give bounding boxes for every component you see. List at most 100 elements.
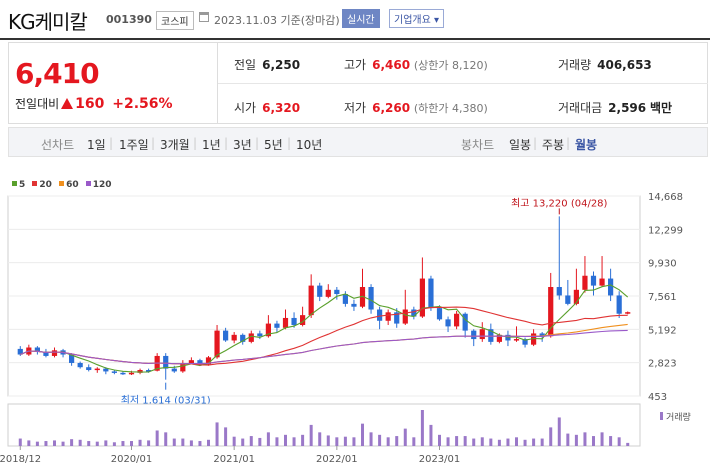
quote-date: 2023.11.03 기준(장마감) (214, 14, 340, 27)
volume-bar (215, 422, 219, 446)
price-change: 전일대비 160 +2.56% (15, 95, 173, 112)
tab-1d[interactable]: 1일 (87, 138, 106, 152)
volume-bar (446, 437, 450, 446)
volume-bar (463, 436, 467, 446)
volume-bar (301, 434, 305, 446)
volume-bar (515, 437, 518, 446)
tab-5y[interactable]: 5년 (264, 138, 283, 152)
volume-bar (600, 432, 604, 446)
candle-body (385, 312, 391, 321)
divider: | (533, 136, 538, 150)
low-price: 저가 6,260 (하한가 4,380) (344, 101, 488, 115)
divider (218, 83, 708, 84)
realtime-button[interactable]: 실시간 (342, 9, 380, 28)
legend-swatch (59, 181, 65, 186)
volume-bar (198, 441, 202, 446)
y-tick-label: 2,823 (648, 359, 677, 370)
candlestick-chart[interactable]: 14,668 12,299 9,930 7,561 5,192 2,823 453 최고 13… (0, 190, 710, 468)
y-tick-label: 7,561 (648, 292, 677, 303)
tab-monthly[interactable]: 월봉 (575, 138, 598, 152)
tab-1w[interactable]: 1주일 (119, 138, 149, 152)
open-price: 시가 6,320 (234, 101, 301, 115)
volume-bar (95, 441, 99, 446)
candle-body (505, 334, 511, 341)
volume-bar (275, 437, 279, 446)
volume-bar (164, 432, 168, 446)
candle-body (128, 372, 135, 375)
candle-body (282, 317, 289, 328)
volume: 거래량 406,653 (558, 58, 652, 72)
volume-bar (258, 437, 262, 446)
legend-swatch (85, 181, 91, 186)
volume-bar (241, 438, 245, 446)
candle-body (111, 371, 117, 373)
high-price: 고가 6,460 (상한가 8,120) (344, 58, 488, 72)
volume-bar (138, 439, 142, 446)
quote-panel: 6,410 전일대비 160 +2.56% 전일 6,250 고가 6,460 (상한… (8, 42, 708, 124)
candle-body (43, 351, 49, 356)
stock-header: KG케미칼 001390 코스피 2023.11.03 기준(장마감) 실시간 … (0, 0, 710, 40)
candle-body (180, 362, 186, 372)
trade-amount: 거래대금 2,596 백만 (558, 101, 673, 115)
ma-line-120 (20, 329, 628, 365)
volume-bar (429, 424, 433, 446)
volume-bar (626, 442, 630, 446)
candle-body (214, 330, 220, 358)
candle-body (428, 278, 434, 309)
volume-bar (506, 438, 510, 446)
volume-panel (7, 403, 641, 447)
candle-body (488, 329, 494, 342)
candle-body (163, 355, 169, 369)
volume-bar (147, 440, 151, 446)
volume-bar (369, 432, 373, 446)
tab-daily[interactable]: 일봉 (509, 138, 532, 152)
tab-10y[interactable]: 10년 (296, 138, 323, 152)
y-tick-label: 12,299 (648, 225, 683, 236)
volume-bar (335, 437, 339, 446)
legend-ma20: 20 (32, 180, 52, 190)
legend-swatch (32, 181, 38, 186)
x-tick-label: 2021/01 (213, 454, 255, 465)
candle-body (496, 334, 502, 342)
volume-bar (87, 441, 91, 446)
tab-3m[interactable]: 3개월 (160, 138, 190, 152)
candle-body (471, 330, 477, 340)
candle-body (411, 309, 417, 317)
candle-body (368, 287, 374, 310)
legend-ma5: 5 (12, 180, 25, 190)
candle-body (325, 289, 331, 297)
volume-bar (181, 438, 185, 446)
tab-3y[interactable]: 3년 (233, 138, 252, 152)
x-tick-label: 2023/01 (419, 454, 461, 465)
candle-body (590, 275, 597, 286)
candle-body (522, 339, 528, 345)
legend-ma120: 120 (85, 180, 112, 190)
candle-body (103, 368, 109, 372)
candle-body (86, 367, 92, 371)
volume-bar (27, 440, 31, 446)
volume-bar (172, 438, 176, 446)
candle-body (265, 323, 271, 337)
volume-bar (378, 434, 382, 446)
candle-body (17, 348, 23, 355)
volume-bar (18, 438, 22, 446)
y-tick-label: 5,192 (648, 325, 677, 336)
tab-weekly[interactable]: 주봉 (542, 138, 565, 152)
volume-bar (104, 440, 108, 446)
candle-body (171, 368, 177, 372)
candle-body (573, 289, 579, 304)
volume-bar (395, 436, 399, 446)
volume-bar (412, 437, 416, 446)
divider: | (566, 136, 571, 150)
ma-line-5 (20, 284, 629, 373)
tab-1y[interactable]: 1년 (202, 138, 221, 152)
high-annotation: 최고 13,220 (04/28) (511, 197, 607, 209)
volume-bar (557, 417, 561, 446)
company-overview-dropdown[interactable]: 기업개요 ▾ (389, 9, 444, 28)
volume-bar (292, 437, 296, 446)
volume-bar (189, 440, 193, 446)
candle-body (69, 354, 75, 363)
up-arrow-icon (61, 98, 74, 109)
divider (217, 43, 218, 123)
candle-body (402, 309, 408, 324)
